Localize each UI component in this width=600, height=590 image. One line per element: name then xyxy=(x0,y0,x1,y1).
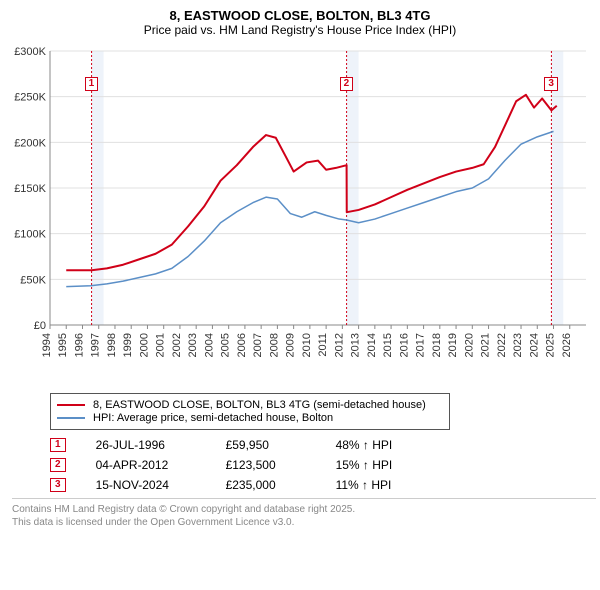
legend: 8, EASTWOOD CLOSE, BOLTON, BL3 4TG (semi… xyxy=(50,393,450,430)
svg-text:2021: 2021 xyxy=(480,333,492,357)
sales-pct: 48% ↑ HPI xyxy=(336,438,426,452)
svg-text:2024: 2024 xyxy=(528,333,540,357)
svg-text:2009: 2009 xyxy=(285,333,297,357)
sales-date: 26-JUL-1996 xyxy=(96,438,226,452)
svg-text:1995: 1995 xyxy=(57,333,69,357)
footer: Contains HM Land Registry data © Crown c… xyxy=(12,498,596,529)
legend-swatch xyxy=(57,404,85,406)
svg-text:£150K: £150K xyxy=(14,183,46,195)
svg-text:£200K: £200K xyxy=(14,137,46,149)
sales-price: £235,000 xyxy=(226,478,336,492)
title-block: 8, EASTWOOD CLOSE, BOLTON, BL3 4TG Price… xyxy=(4,8,596,37)
svg-text:2010: 2010 xyxy=(301,333,313,357)
footer-line2: This data is licensed under the Open Gov… xyxy=(12,516,596,529)
svg-text:1998: 1998 xyxy=(106,333,118,357)
svg-text:2025: 2025 xyxy=(545,333,557,357)
footer-line1: Contains HM Land Registry data © Crown c… xyxy=(12,503,596,516)
svg-text:2018: 2018 xyxy=(431,333,443,357)
svg-text:2004: 2004 xyxy=(203,333,215,357)
svg-text:2017: 2017 xyxy=(415,333,427,357)
chart-svg: £0 £50K £100K £150K £200K £250K £300K 1994 1995 1… xyxy=(4,43,596,383)
chart-container: 8, EASTWOOD CLOSE, BOLTON, BL3 4TG Price… xyxy=(0,0,600,533)
sales-marker: 1 xyxy=(50,438,66,452)
svg-text:2014: 2014 xyxy=(366,333,378,357)
svg-text:1997: 1997 xyxy=(90,333,102,357)
sales-price: £123,500 xyxy=(226,458,336,472)
svg-text:2022: 2022 xyxy=(496,333,508,357)
svg-text:2019: 2019 xyxy=(447,333,459,357)
sale-marker-2: 2 xyxy=(340,77,354,91)
sales-pct: 15% ↑ HPI xyxy=(336,458,426,472)
svg-text:£100K: £100K xyxy=(14,229,46,241)
title-line1: 8, EASTWOOD CLOSE, BOLTON, BL3 4TG xyxy=(4,8,596,23)
sales-table: 1 26-JUL-1996£59,95048% ↑ HPI 2 04-APR-2012… xyxy=(50,438,596,492)
legend-row: 8, EASTWOOD CLOSE, BOLTON, BL3 4TG (semi… xyxy=(57,399,443,411)
title-line2: Price paid vs. HM Land Registry's House … xyxy=(4,23,596,37)
svg-text:£0: £0 xyxy=(34,320,46,332)
svg-text:2008: 2008 xyxy=(268,333,280,357)
legend-label: 8, EASTWOOD CLOSE, BOLTON, BL3 4TG (semi… xyxy=(93,399,426,411)
sales-date: 15-NOV-2024 xyxy=(96,478,226,492)
sale-marker-3: 3 xyxy=(544,77,558,91)
legend-swatch xyxy=(57,417,85,419)
svg-text:2007: 2007 xyxy=(252,333,264,357)
svg-text:2000: 2000 xyxy=(138,333,150,357)
sales-row: 1 26-JUL-1996£59,95048% ↑ HPI xyxy=(50,438,596,452)
svg-text:£250K: £250K xyxy=(14,92,46,104)
svg-text:£300K: £300K xyxy=(14,46,46,58)
sale-marker-1: 1 xyxy=(85,77,99,91)
svg-text:1996: 1996 xyxy=(73,333,85,357)
sales-row: 3 15-NOV-2024£235,00011% ↑ HPI xyxy=(50,478,596,492)
svg-text:2012: 2012 xyxy=(333,333,345,357)
svg-text:2016: 2016 xyxy=(398,333,410,357)
svg-text:2006: 2006 xyxy=(236,333,248,357)
svg-text:2003: 2003 xyxy=(187,333,199,357)
svg-text:2020: 2020 xyxy=(463,333,475,357)
sales-marker: 2 xyxy=(50,458,66,472)
svg-text:2011: 2011 xyxy=(317,333,329,357)
legend-row: HPI: Average price, semi-detached house,… xyxy=(57,412,443,424)
sales-pct: 11% ↑ HPI xyxy=(336,478,426,492)
svg-text:2005: 2005 xyxy=(220,333,232,357)
sales-price: £59,950 xyxy=(226,438,336,452)
svg-text:2015: 2015 xyxy=(382,333,394,357)
svg-text:1994: 1994 xyxy=(41,333,53,357)
svg-text:2013: 2013 xyxy=(350,333,362,357)
svg-text:2002: 2002 xyxy=(171,333,183,357)
svg-text:£50K: £50K xyxy=(20,274,46,286)
svg-text:1999: 1999 xyxy=(122,333,134,357)
chart-area: £0 £50K £100K £150K £200K £250K £300K 1994 1995 1… xyxy=(4,43,596,383)
sales-row: 2 04-APR-2012£123,50015% ↑ HPI xyxy=(50,458,596,472)
svg-text:2023: 2023 xyxy=(512,333,524,357)
legend-label: HPI: Average price, semi-detached house,… xyxy=(93,412,333,424)
svg-text:2001: 2001 xyxy=(155,333,167,357)
sales-marker: 3 xyxy=(50,478,66,492)
sales-date: 04-APR-2012 xyxy=(96,458,226,472)
svg-text:2026: 2026 xyxy=(561,333,573,357)
